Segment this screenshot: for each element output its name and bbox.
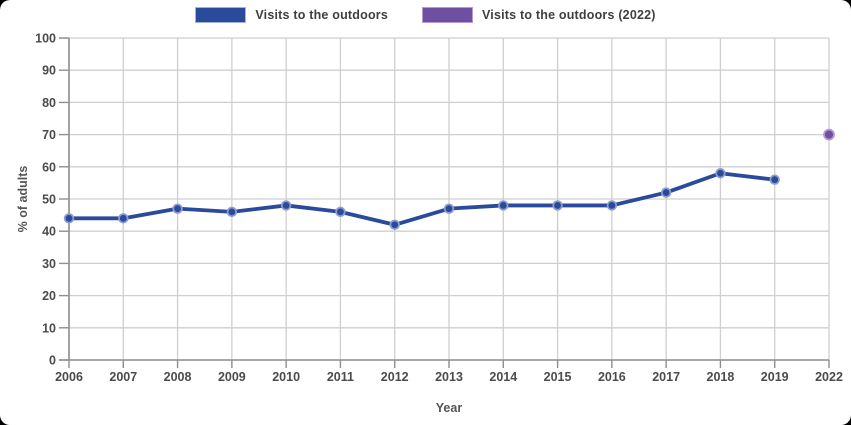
data-point-0 bbox=[280, 200, 292, 211]
data-point-0 bbox=[443, 203, 455, 214]
x-tick-label: 2009 bbox=[218, 370, 246, 384]
data-point-1 bbox=[823, 128, 835, 141]
x-tick-label: 2017 bbox=[652, 370, 680, 384]
legend-swatch-visits bbox=[195, 7, 247, 23]
y-tick-label: 80 bbox=[42, 96, 56, 110]
x-tick-label: 2007 bbox=[109, 370, 137, 384]
x-tick-label: 2011 bbox=[327, 370, 354, 384]
x-tick-label: 2010 bbox=[272, 370, 300, 384]
y-tick-label: 70 bbox=[42, 128, 56, 142]
y-tick-label: 40 bbox=[42, 225, 56, 239]
legend-swatch-visits-2022 bbox=[422, 7, 473, 23]
legend-item-visits: Visits to the outdoors bbox=[195, 7, 388, 23]
x-tick-label: 2008 bbox=[164, 370, 192, 384]
x-tick-label: 2013 bbox=[435, 370, 463, 384]
x-axis-title: Year bbox=[436, 401, 463, 415]
data-point-0 bbox=[498, 200, 509, 211]
legend-item-visits-2022: Visits to the outdoors (2022) bbox=[422, 7, 656, 23]
data-point-0 bbox=[63, 213, 75, 224]
y-tick-label: 60 bbox=[42, 160, 56, 174]
y-tick-label: 0 bbox=[49, 354, 56, 368]
x-tick-label: 2012 bbox=[381, 370, 409, 384]
x-tick-label: 2006 bbox=[55, 370, 83, 384]
legend-label-visits-2022: Visits to the outdoors (2022) bbox=[482, 8, 656, 22]
data-point-0 bbox=[606, 200, 618, 211]
x-tick-label: 2015 bbox=[544, 370, 572, 384]
x-tick-label: 2019 bbox=[761, 370, 789, 384]
x-tick-label: 2018 bbox=[707, 370, 735, 384]
y-tick-label: 10 bbox=[42, 321, 56, 335]
y-tick-label: 20 bbox=[42, 289, 56, 303]
legend: Visits to the outdoors Visits to the out… bbox=[0, 7, 851, 23]
y-axis-title: % of adults bbox=[16, 166, 30, 233]
data-point-0 bbox=[769, 174, 780, 185]
x-tick-label: 2022 bbox=[815, 370, 843, 384]
legend-label-visits: Visits to the outdoors bbox=[255, 8, 388, 22]
data-point-0 bbox=[552, 200, 563, 211]
data-point-0 bbox=[226, 206, 238, 218]
series-line-0 bbox=[67, 171, 777, 227]
data-point-0 bbox=[335, 206, 346, 218]
data-point-0 bbox=[715, 168, 726, 179]
data-point-0 bbox=[172, 203, 183, 214]
data-point-0 bbox=[660, 187, 672, 198]
x-tick-label: 2014 bbox=[489, 370, 517, 384]
y-tick-label: 30 bbox=[42, 257, 56, 271]
y-tick-label: 100 bbox=[35, 32, 56, 46]
data-point-0 bbox=[118, 213, 129, 224]
data-point-0 bbox=[389, 219, 400, 230]
y-tick-label: 50 bbox=[42, 193, 56, 207]
y-tick-label: 90 bbox=[42, 64, 56, 78]
x-tick-label: 2016 bbox=[598, 370, 626, 384]
